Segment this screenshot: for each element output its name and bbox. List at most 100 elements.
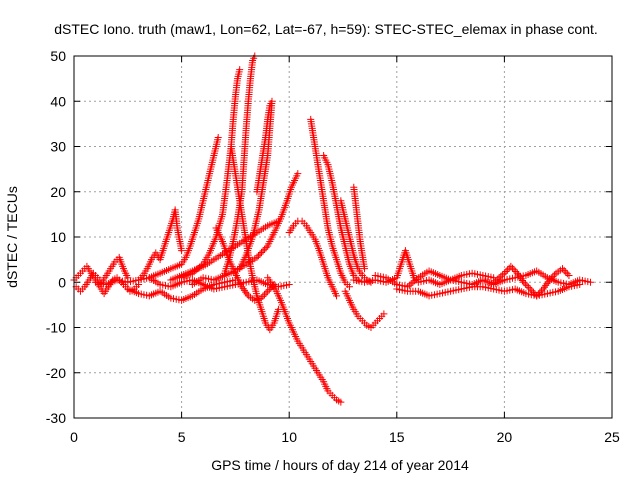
data-point — [490, 274, 498, 282]
data-point — [285, 281, 293, 289]
data-point — [504, 266, 512, 274]
y-tick-label: 0 — [58, 274, 66, 290]
data-point — [526, 285, 534, 293]
y-tick-label: 40 — [50, 93, 66, 109]
x-tick-label: 10 — [281, 429, 297, 445]
data-point — [259, 247, 267, 255]
x-tick-label: 5 — [178, 429, 186, 445]
data-point — [409, 278, 417, 286]
data-point — [261, 245, 269, 253]
data-point — [565, 271, 573, 279]
data-point — [236, 66, 244, 74]
data-point — [513, 269, 521, 277]
x-tick-label: 25 — [604, 429, 620, 445]
data-point — [253, 253, 261, 261]
data-point — [549, 273, 557, 281]
data-point — [560, 266, 568, 274]
data-point — [536, 288, 544, 296]
data-point — [512, 268, 520, 276]
data-point — [491, 277, 499, 285]
data-point — [515, 271, 523, 279]
data-point — [542, 281, 550, 289]
y-tick-label: 50 — [50, 48, 66, 64]
data-point — [586, 278, 594, 286]
data-point — [264, 287, 272, 295]
y-tick-label: -20 — [46, 365, 66, 381]
data-point — [520, 278, 528, 286]
x-tick-label: 15 — [389, 429, 405, 445]
data-point — [178, 247, 186, 255]
data-point — [274, 217, 282, 225]
axis-ticks: 0 5 10 15 20 25 -30 -20 -10 0 10 20 30 40 50 — [46, 48, 620, 445]
data-point — [544, 278, 552, 286]
data-point — [411, 277, 419, 285]
x-axis-label: GPS time / hours of day 214 of year 2014 — [211, 457, 469, 473]
data-point — [254, 252, 262, 260]
y-tick-label: 10 — [50, 229, 66, 245]
data-point — [404, 283, 412, 291]
data-point — [528, 287, 536, 295]
data-point — [500, 269, 508, 277]
data-point — [533, 292, 541, 300]
data-point — [214, 133, 222, 141]
data-point — [502, 268, 510, 276]
data-point — [529, 288, 537, 296]
x-tick-label: 20 — [497, 429, 513, 445]
data-point — [407, 280, 415, 288]
data-marks — [70, 52, 594, 406]
data-point — [497, 272, 505, 280]
data-point — [262, 289, 270, 297]
data-point — [576, 281, 584, 289]
data-point — [262, 244, 270, 252]
data-point — [523, 282, 531, 290]
data-point — [534, 290, 542, 298]
y-tick-label: 20 — [50, 184, 66, 200]
data-point — [521, 280, 529, 288]
y-tick-label: -10 — [46, 320, 66, 336]
data-point — [242, 288, 250, 296]
data-point — [525, 283, 533, 291]
data-point — [380, 310, 388, 318]
data-point — [518, 276, 526, 284]
data-point — [563, 270, 571, 278]
data-point — [367, 278, 375, 286]
y-axis-label: dSTEC / TECUs — [4, 186, 20, 288]
data-point — [508, 264, 516, 272]
data-point — [413, 275, 421, 283]
data-point — [493, 275, 501, 283]
data-point — [546, 276, 554, 284]
data-point — [361, 265, 369, 273]
data-point — [550, 271, 558, 279]
data-point — [260, 291, 268, 299]
data-point — [294, 170, 302, 178]
data-point — [345, 283, 353, 291]
data-point — [405, 281, 413, 289]
data-point — [539, 285, 547, 293]
data-point — [516, 273, 524, 281]
data-point — [538, 287, 546, 295]
data-point — [499, 271, 507, 279]
x-tick-label: 0 — [70, 429, 78, 445]
data-point — [240, 286, 248, 294]
data-point — [540, 283, 548, 291]
data-point — [559, 265, 567, 273]
data-point — [258, 249, 266, 257]
data-point — [507, 262, 515, 270]
data-point — [562, 268, 570, 276]
data-point — [257, 294, 265, 302]
data-point — [510, 266, 518, 274]
data-point — [243, 290, 251, 298]
data-point — [333, 292, 341, 300]
data-point — [547, 274, 555, 282]
data-point — [517, 275, 525, 283]
data-point — [238, 283, 246, 291]
data-point — [256, 250, 264, 258]
data-point — [543, 280, 551, 288]
data-point — [265, 286, 273, 294]
chart-title: dSTEC Iono. truth (maw1, Lon=62, Lat=-67… — [54, 21, 598, 37]
data-point — [337, 398, 345, 406]
data-point — [259, 292, 267, 300]
y-tick-label: -30 — [46, 410, 66, 426]
y-tick-label: 30 — [50, 139, 66, 155]
